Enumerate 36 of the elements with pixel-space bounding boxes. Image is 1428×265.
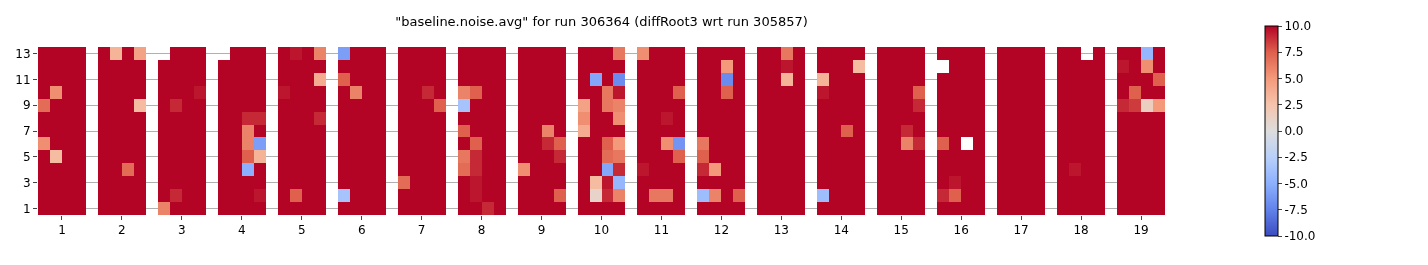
color-bar-label: -10.0 — [1284, 229, 1316, 244]
y-tick-label: 9 — [22, 98, 31, 113]
x-tick-label: 5 — [297, 223, 306, 238]
x-tick-label: 17 — [1013, 223, 1029, 238]
color-bar-label: -7.5 — [1284, 202, 1308, 217]
color-bar-label: -5.0 — [1284, 176, 1308, 191]
y-tick-label: 11 — [15, 72, 31, 87]
x-tick-label: 14 — [833, 223, 849, 238]
color-bar-label: -2.5 — [1284, 150, 1308, 165]
x-tick-label: 10 — [593, 223, 610, 238]
color-bar-label: 2.5 — [1284, 97, 1304, 112]
x-tick-label: 7 — [417, 223, 426, 238]
color-bar-label: 5.0 — [1284, 71, 1304, 86]
y-tick-label: 5 — [22, 150, 31, 165]
x-tick-label: 3 — [178, 223, 186, 238]
x-tick-label: 12 — [713, 223, 730, 238]
color-bar-label: 7.5 — [1284, 45, 1304, 60]
color-bar-label: 0.0 — [1284, 124, 1304, 139]
x-tick-label: 2 — [118, 223, 126, 238]
x-tick-label: 8 — [477, 223, 486, 238]
color-bar-label: 10.0 — [1284, 19, 1312, 34]
x-tick-label: 13 — [773, 223, 789, 238]
x-tick-label: 15 — [893, 223, 909, 238]
x-tick-label: 4 — [238, 223, 246, 238]
chart-title: "baseline.noise.avg" for run 306364 (diffRoot3 wrt run 305857) — [395, 13, 808, 29]
y-tick-label: 3 — [22, 175, 31, 190]
x-tick-label: 18 — [1073, 223, 1089, 238]
y-tick-label: 13 — [15, 46, 31, 61]
x-tick-label: 9 — [537, 223, 546, 238]
x-tick-label: 19 — [1133, 223, 1149, 238]
x-tick-label: 1 — [58, 223, 66, 238]
y-tick-label: 7 — [22, 124, 31, 139]
y-tick-label: 1 — [22, 201, 31, 216]
x-tick-label: 16 — [953, 223, 969, 238]
x-tick-label: 11 — [653, 223, 670, 238]
x-tick-label: 6 — [357, 223, 366, 238]
